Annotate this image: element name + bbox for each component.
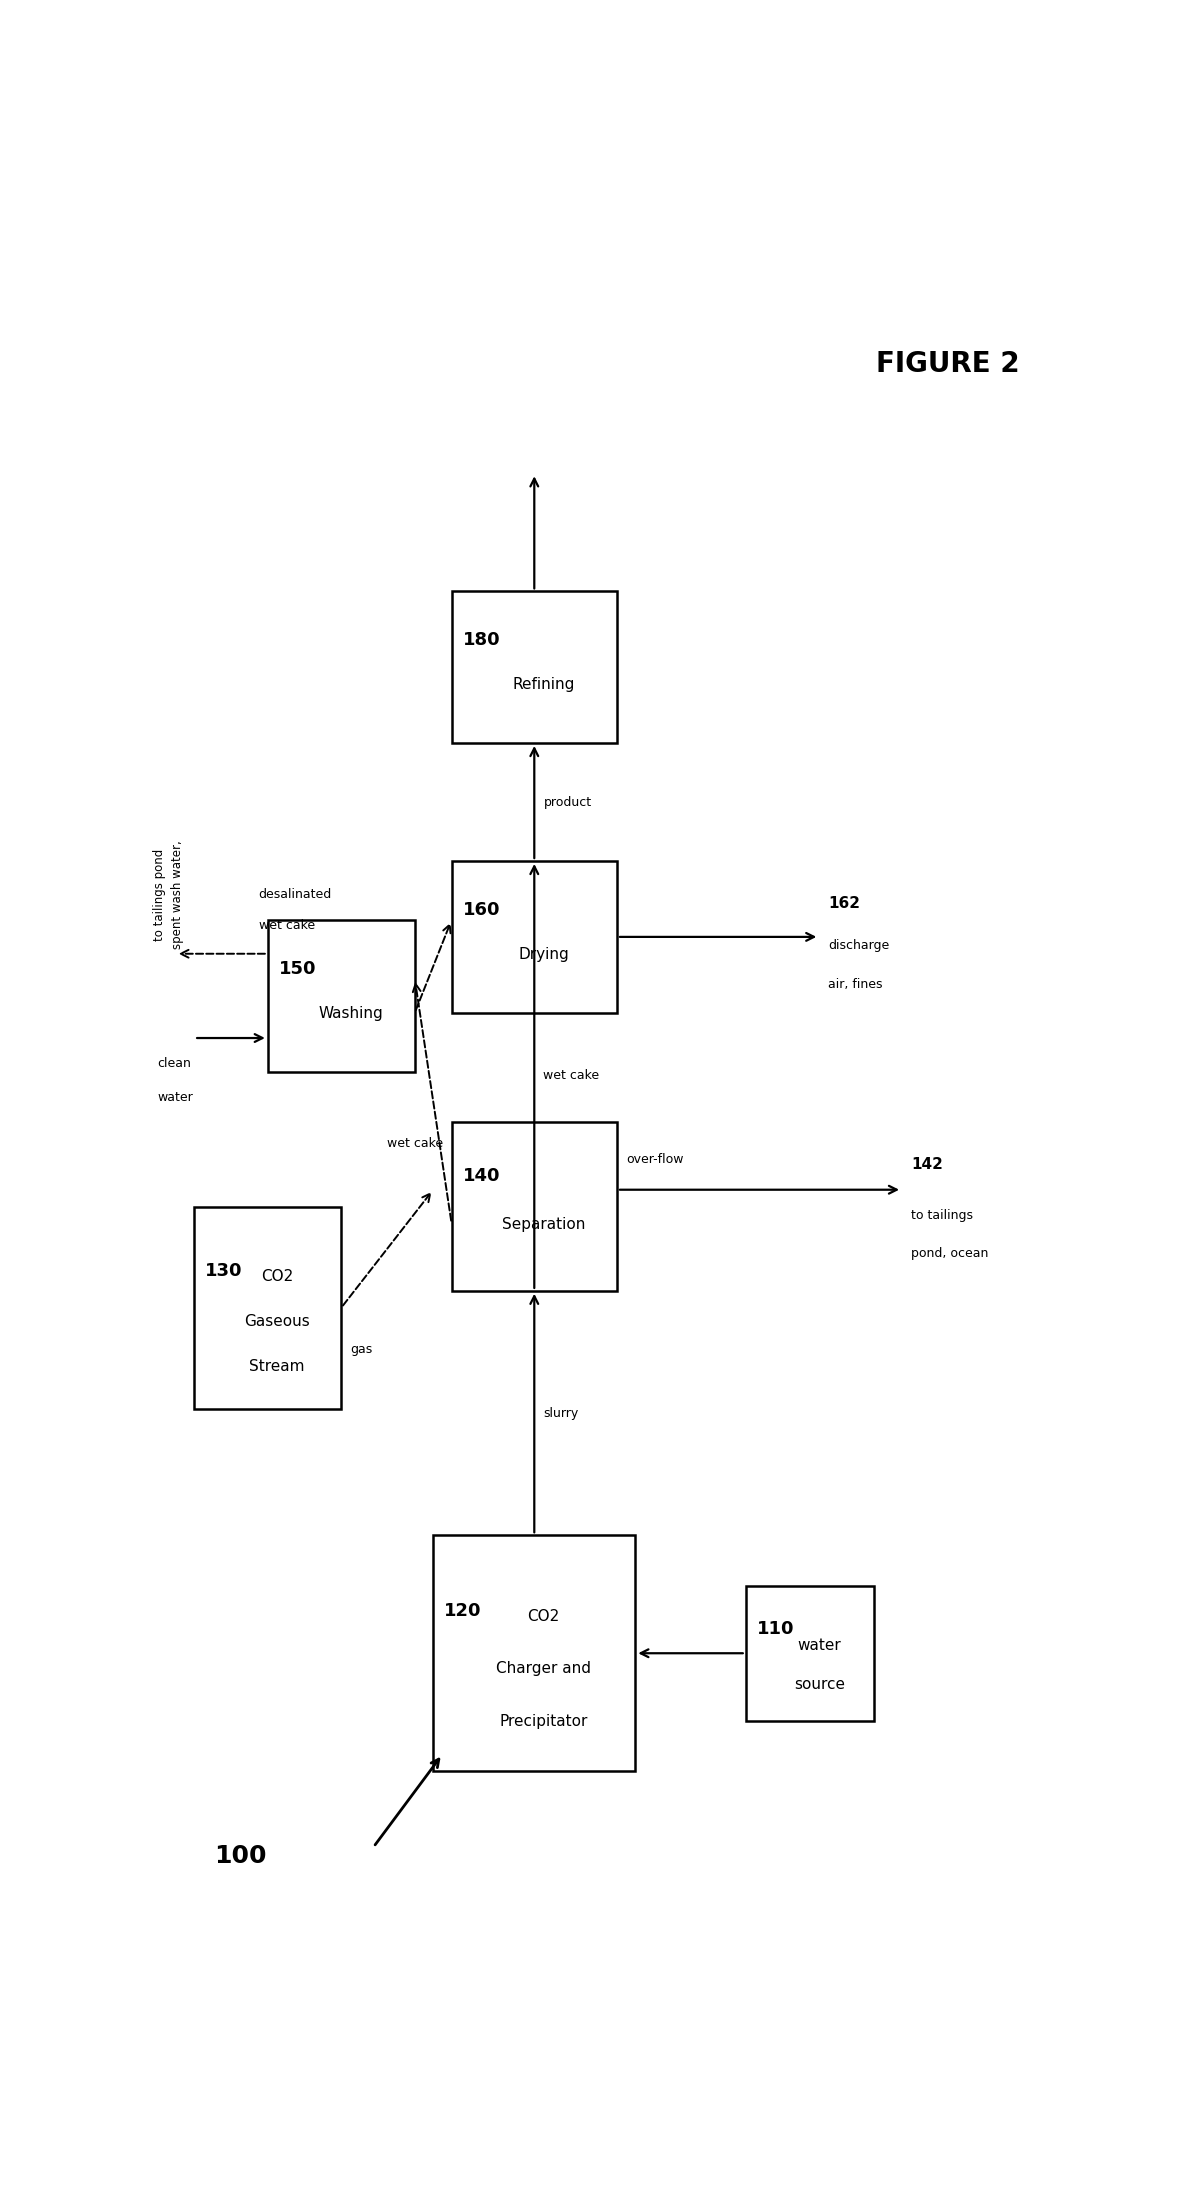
Text: Drying: Drying [518,948,569,963]
Text: 142: 142 [911,1158,943,1171]
Text: gas: gas [351,1344,372,1357]
Text: CO2: CO2 [261,1270,293,1283]
Bar [452,860,617,1014]
Bar [452,591,617,742]
Text: 100: 100 [213,1843,267,1867]
Text: 150: 150 [279,959,317,978]
Text: Washing: Washing [318,1007,383,1020]
Text: to tailings pond: to tailings pond [153,849,166,941]
Text: CO2: CO2 [528,1609,560,1624]
Bar [746,1585,874,1721]
Text: 130: 130 [205,1263,243,1281]
Text: source: source [793,1677,844,1692]
Text: slurry: slurry [543,1408,579,1418]
Text: 180: 180 [463,630,500,648]
Bar [195,1206,342,1410]
Text: 160: 160 [463,900,500,919]
Text: product: product [543,795,592,808]
Bar [452,1123,617,1292]
Text: discharge: discharge [828,939,890,952]
Text: water: water [158,1090,193,1103]
Text: to tailings: to tailings [911,1208,974,1221]
Text: wet cake: wet cake [543,1070,600,1081]
Text: desalinated: desalinated [259,889,332,902]
Text: FIGURE 2: FIGURE 2 [876,350,1020,379]
Text: wet cake: wet cake [259,919,314,933]
Text: Refining: Refining [512,676,575,692]
Text: 120: 120 [445,1602,482,1620]
Text: 110: 110 [757,1620,795,1637]
Text: wet cake: wet cake [387,1136,444,1149]
Bar [433,1534,636,1771]
Text: 140: 140 [463,1167,500,1184]
Text: over-flow: over-flow [626,1154,683,1167]
Text: water: water [797,1637,841,1653]
Text: 162: 162 [828,895,860,911]
Text: clean: clean [158,1057,191,1070]
Text: air, fines: air, fines [828,978,882,992]
Text: Stream: Stream [249,1359,305,1375]
Text: spent wash water,: spent wash water, [171,841,184,950]
Text: Gaseous: Gaseous [244,1313,310,1329]
Bar [268,919,415,1073]
Text: Separation: Separation [502,1217,585,1232]
Text: Charger and: Charger and [496,1661,591,1677]
Text: pond, ocean: pond, ocean [911,1248,988,1261]
Text: Precipitator: Precipitator [499,1714,588,1729]
